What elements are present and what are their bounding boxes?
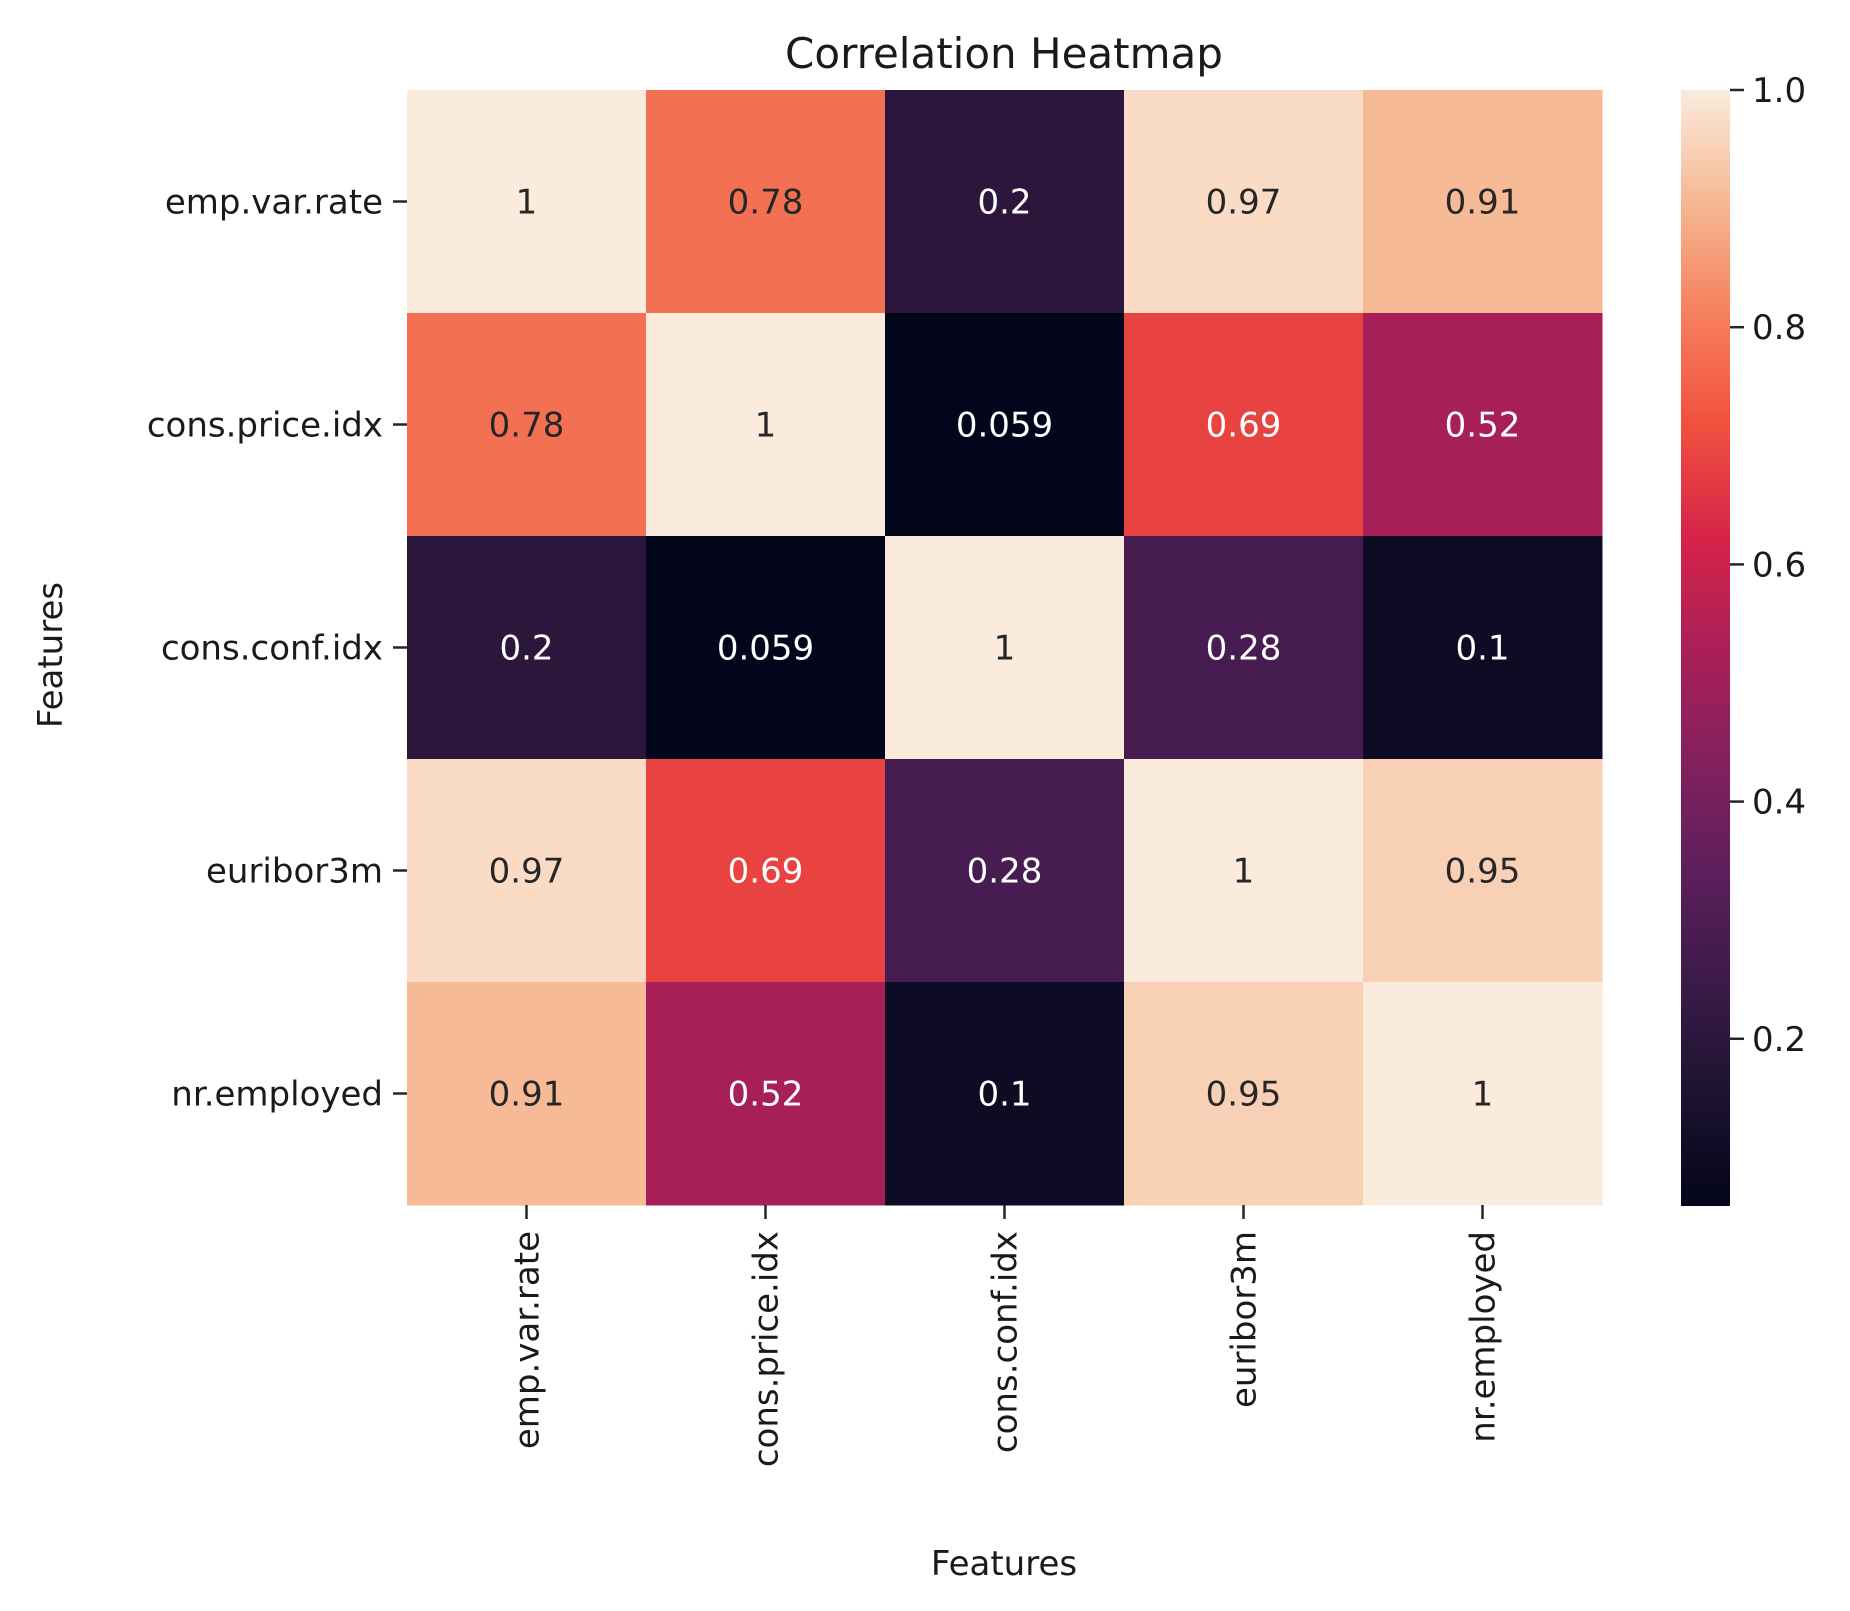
heatmap-cell [407, 759, 647, 983]
cell-value-label: 0.97 [489, 852, 565, 892]
y-tick-label: cons.price.idx [147, 406, 383, 446]
heatmap-cell [1124, 313, 1364, 537]
heatmap-cell [885, 90, 1125, 314]
heatmap-cell [407, 536, 647, 760]
colorbar-ticks: 0.2 0.4 0.6 0.8 1.0 [1730, 71, 1806, 1060]
heatmap-cell [1363, 759, 1603, 983]
colorbar [1681, 90, 1730, 1206]
cell-value-label: 0.1 [1455, 629, 1509, 669]
heatmap-cell [885, 982, 1125, 1206]
cell-value-label: 0.78 [489, 406, 565, 446]
heatmap-cell [1124, 759, 1364, 983]
colorbar-tick-label: 1.0 [1752, 71, 1806, 111]
x-tick-label: euribor3m [1225, 1231, 1265, 1408]
x-axis-ticks: emp.var.rate cons.price.idx cons.conf.idx e… [508, 1205, 1504, 1467]
cell-value-label: 0.28 [967, 852, 1043, 892]
colorbar-tick-label: 0.6 [1752, 545, 1806, 585]
heatmap-cells [407, 90, 1603, 1206]
heatmap-cell [646, 982, 886, 1206]
heatmap-cell [407, 313, 647, 537]
x-axis-label: Features [931, 1544, 1077, 1584]
y-tick-label: euribor3m [206, 852, 383, 892]
chart-title: Correlation Heatmap [785, 29, 1223, 78]
heatmap-cell [1124, 982, 1364, 1206]
heatmap-cell [1124, 536, 1364, 760]
heatmap-cell [885, 313, 1125, 537]
y-axis-ticks: emp.var.rate cons.price.idx cons.conf.idx e… [147, 183, 407, 1115]
heatmap-cell-labels: 1 0.78 0.2 0.97 0.91 0.78 1 0.059 0.69 0.52 0.2 0.0… [489, 183, 1521, 1115]
heatmap-cell [407, 90, 647, 314]
cell-value-label: 0.2 [499, 629, 553, 669]
cell-value-label: 1 [1233, 852, 1255, 892]
cell-value-label: 1 [516, 183, 538, 223]
cell-value-label: 1 [994, 629, 1016, 669]
cell-value-label: 1 [1472, 1075, 1494, 1115]
y-axis-label: Features [31, 582, 71, 728]
x-tick-label: nr.employed [1464, 1231, 1504, 1443]
cell-value-label: 0.1 [977, 1075, 1031, 1115]
heatmap-cell [1124, 90, 1364, 314]
cell-value-label: 0.28 [1206, 629, 1282, 669]
y-tick-label: emp.var.rate [165, 183, 383, 223]
heatmap-cell [407, 982, 647, 1206]
cell-value-label: 0.69 [728, 852, 804, 892]
y-tick-label: cons.conf.idx [161, 629, 383, 669]
cell-value-label: 1 [755, 406, 777, 446]
cell-value-label: 0.52 [1445, 406, 1521, 446]
heatmap-cell [646, 759, 886, 983]
colorbar-tick-label: 0.8 [1752, 308, 1806, 348]
heatmap-cell [1363, 90, 1603, 314]
cell-value-label: 0.95 [1445, 852, 1521, 892]
heatmap-cell [1363, 982, 1603, 1206]
cell-value-label: 0.059 [956, 406, 1053, 446]
colorbar-tick-label: 0.4 [1752, 783, 1806, 823]
cell-value-label: 0.2 [977, 183, 1031, 223]
heatmap-cell [885, 536, 1125, 760]
y-tick-label: nr.employed [171, 1075, 383, 1115]
x-tick-label: cons.conf.idx [986, 1231, 1026, 1453]
cell-value-label: 0.91 [1445, 183, 1521, 223]
x-tick-label: cons.price.idx [747, 1231, 787, 1467]
heatmap-cell [646, 536, 886, 760]
heatmap-cell [885, 759, 1125, 983]
cell-value-label: 0.69 [1206, 406, 1282, 446]
colorbar-tick-label: 0.2 [1752, 1020, 1806, 1060]
cell-value-label: 0.059 [717, 629, 814, 669]
heatmap-cell [646, 90, 886, 314]
cell-value-label: 0.91 [489, 1075, 565, 1115]
cell-value-label: 0.97 [1206, 183, 1282, 223]
x-tick-label: emp.var.rate [508, 1231, 548, 1449]
heatmap-cell [646, 313, 886, 537]
heatmap-cell [1363, 313, 1603, 537]
cell-value-label: 0.52 [728, 1075, 804, 1115]
heatmap-cell [1363, 536, 1603, 760]
cell-value-label: 0.95 [1206, 1075, 1282, 1115]
cell-value-label: 0.78 [728, 183, 804, 223]
